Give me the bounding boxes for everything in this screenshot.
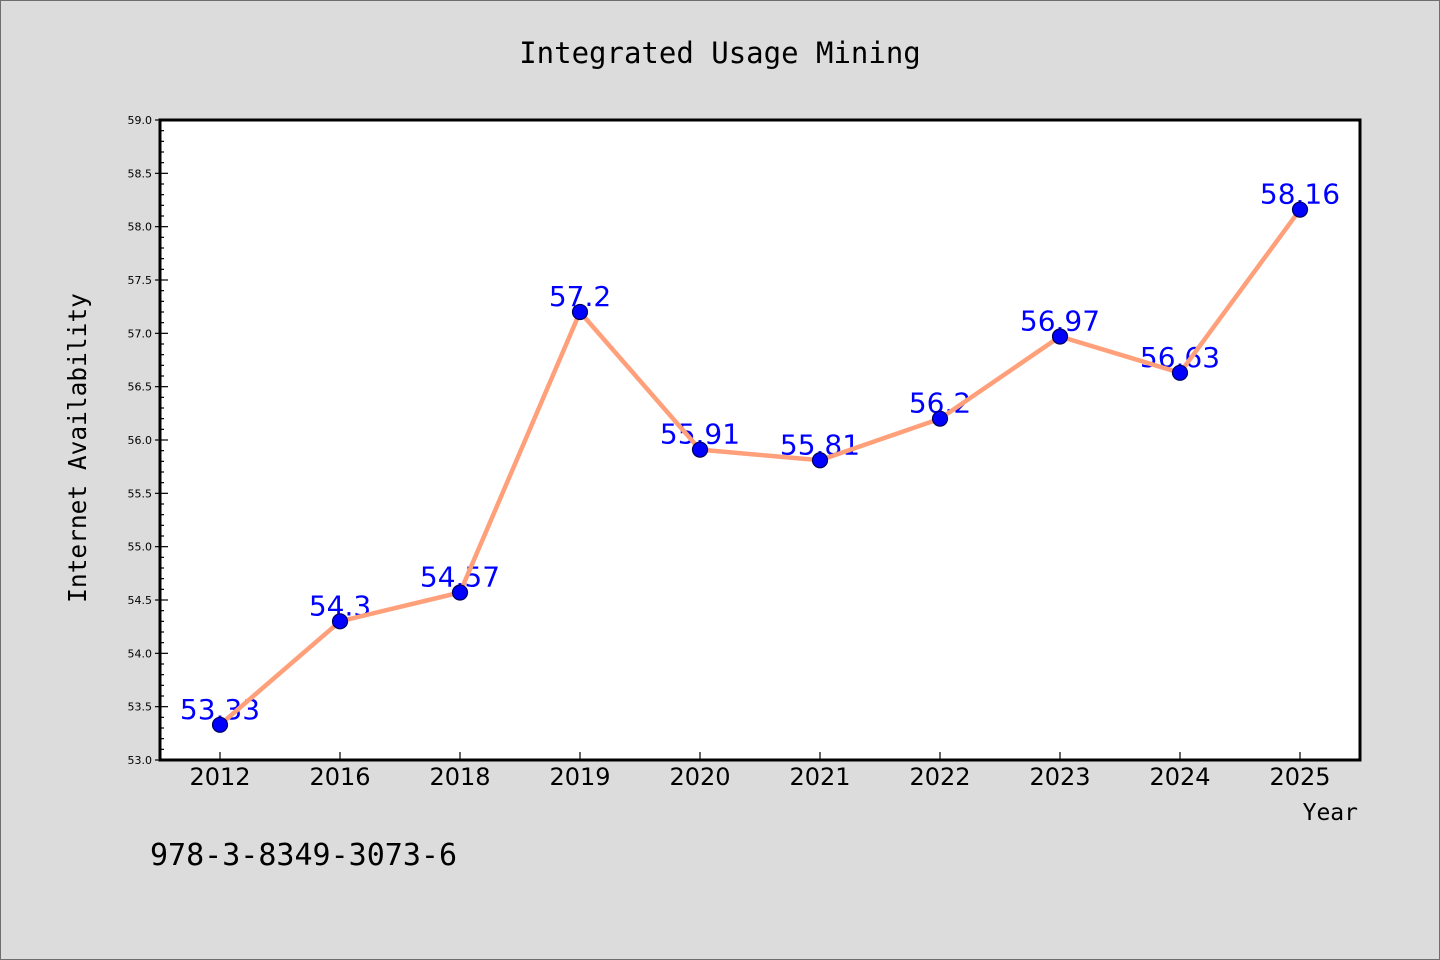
x-tick-label-2023: 2023 bbox=[1029, 763, 1090, 791]
y-tick-label: 53.5 bbox=[128, 701, 153, 714]
x-tick-label-2016: 2016 bbox=[309, 763, 370, 791]
y-tick-label: 57.0 bbox=[128, 327, 153, 340]
x-tick-label-2018: 2018 bbox=[429, 763, 490, 791]
y-axis-label: Internet Availability bbox=[63, 293, 92, 603]
chart-title: Integrated Usage Mining bbox=[519, 36, 921, 70]
y-axis: 53.0 53.5 54.0 54.5 55.0 55.5 56.0 56.5 57.0 57.5… bbox=[128, 114, 168, 767]
x-tick-label-2021: 2021 bbox=[789, 763, 850, 791]
y-tick-label: 58.0 bbox=[128, 221, 153, 234]
data-point-2019 bbox=[571, 303, 589, 321]
series-line bbox=[217, 207, 1303, 728]
y-tick-label: 58.5 bbox=[128, 167, 153, 180]
x-tick-label-2012: 2012 bbox=[189, 763, 250, 791]
x-axis: 2012 2016 2018 2019 2020 2021 2022 2023 2024 2025 bbox=[189, 752, 1331, 791]
plot-frame bbox=[158, 118, 1362, 762]
x-tick-label-2025: 2025 bbox=[1269, 763, 1330, 791]
y-tick-label: 53.0 bbox=[128, 754, 153, 767]
x-axis-label: Year bbox=[1303, 800, 1358, 826]
y-tick-label: 56.5 bbox=[128, 381, 153, 394]
data-point-2018 bbox=[451, 584, 469, 601]
data-point-2020 bbox=[691, 441, 709, 458]
x-tick-label-2024: 2024 bbox=[1149, 763, 1210, 791]
plot-area bbox=[160, 120, 1360, 760]
data-point-2012 bbox=[211, 716, 229, 733]
y-tick-label: 55.0 bbox=[128, 541, 153, 554]
y-tick-label: 54.0 bbox=[128, 647, 153, 660]
footer-code: 978-3-8349-3073-6 bbox=[150, 838, 457, 873]
data-point-2016 bbox=[331, 613, 349, 630]
y-tick-label: 59.0 bbox=[128, 114, 153, 127]
data-point-2024 bbox=[1171, 364, 1189, 381]
y-tick-label: 57.5 bbox=[128, 274, 153, 287]
data-point-2023 bbox=[1051, 328, 1069, 345]
data-markers bbox=[211, 201, 1309, 733]
y-tick-label: 55.5 bbox=[128, 487, 153, 500]
data-point-2025 bbox=[1291, 201, 1309, 218]
y-tick-label: 56.0 bbox=[128, 434, 153, 447]
x-tick-label-2019: 2019 bbox=[549, 763, 610, 791]
data-point-2021 bbox=[811, 452, 829, 469]
x-tick-label-2022: 2022 bbox=[909, 763, 970, 791]
x-tick-label-2020: 2020 bbox=[669, 763, 730, 791]
y-tick-label: 54.5 bbox=[128, 594, 153, 607]
data-point-2022 bbox=[931, 410, 949, 427]
